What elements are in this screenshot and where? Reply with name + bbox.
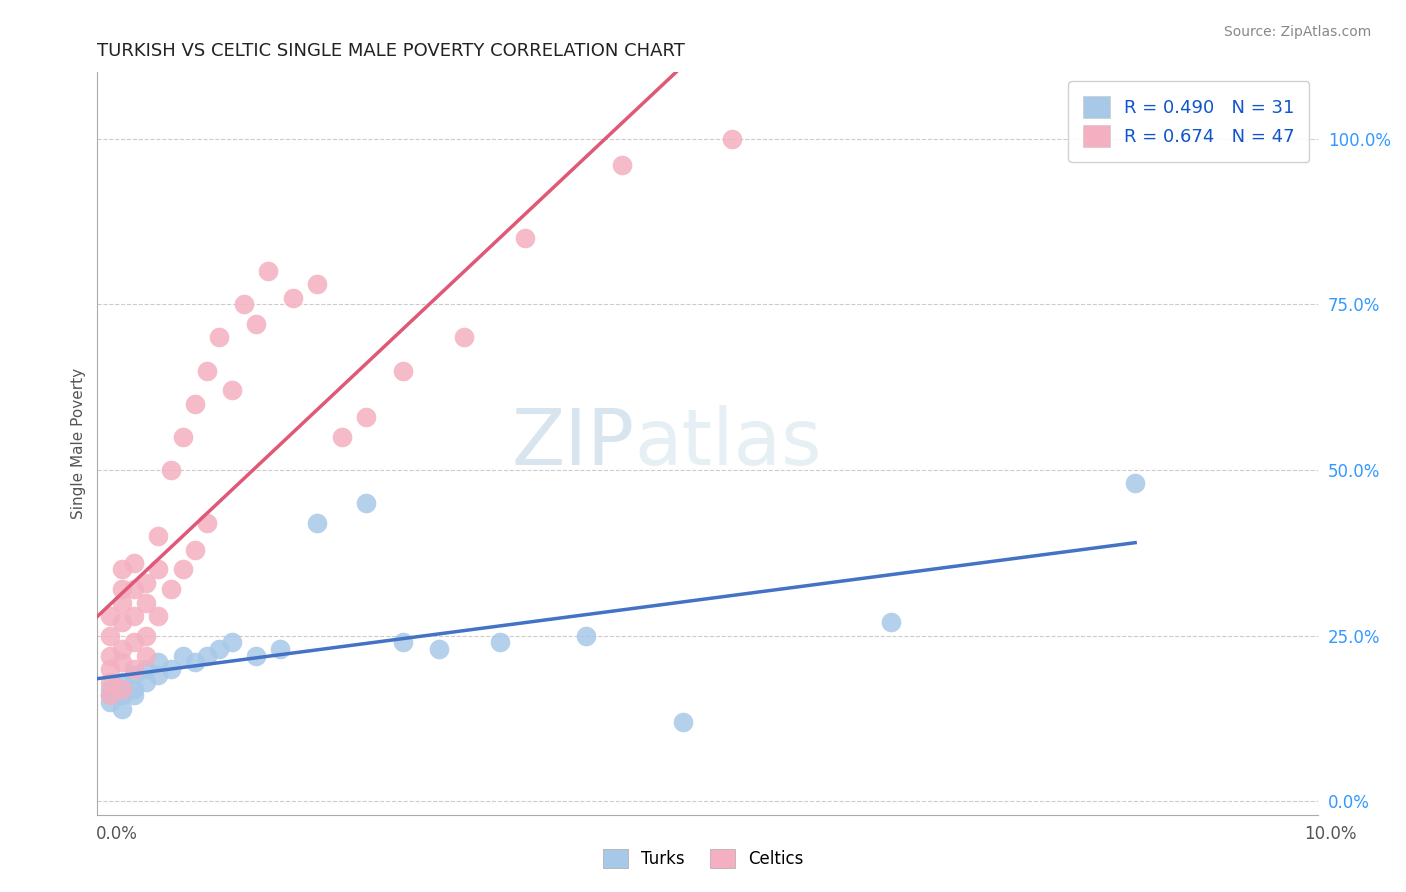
Point: [122, 668, 145, 682]
Point: [148, 562, 170, 576]
Point: [122, 688, 145, 702]
Point: [391, 635, 413, 649]
Point: [330, 430, 353, 444]
Point: [98, 688, 121, 702]
Point: [98, 681, 121, 696]
Point: [111, 675, 134, 690]
Point: [122, 582, 145, 597]
Point: [513, 231, 536, 245]
Point: [391, 363, 413, 377]
Text: 10.0%: 10.0%: [1305, 825, 1357, 843]
Y-axis label: Single Male Poverty: Single Male Poverty: [72, 368, 86, 519]
Point: [111, 681, 134, 696]
Point: [172, 430, 194, 444]
Point: [672, 714, 695, 729]
Point: [354, 409, 377, 424]
Point: [135, 675, 157, 690]
Text: 0.0%: 0.0%: [96, 825, 138, 843]
Point: [257, 264, 280, 278]
Point: [111, 615, 134, 630]
Point: [122, 608, 145, 623]
Text: ZIP: ZIP: [512, 406, 634, 482]
Point: [232, 297, 254, 311]
Point: [427, 641, 450, 656]
Point: [245, 648, 267, 663]
Point: [721, 131, 744, 145]
Text: Source: ZipAtlas.com: Source: ZipAtlas.com: [1223, 25, 1371, 39]
Point: [111, 655, 134, 669]
Text: atlas: atlas: [634, 406, 823, 482]
Point: [221, 635, 243, 649]
Point: [269, 641, 291, 656]
Point: [135, 575, 157, 590]
Point: [159, 582, 181, 597]
Point: [880, 615, 903, 630]
Point: [111, 595, 134, 609]
Point: [489, 635, 512, 649]
Point: [135, 595, 157, 609]
Point: [98, 608, 121, 623]
Point: [111, 641, 134, 656]
Point: [98, 629, 121, 643]
Point: [245, 317, 267, 331]
Point: [307, 277, 329, 292]
Point: [354, 496, 377, 510]
Point: [208, 641, 231, 656]
Point: [281, 291, 304, 305]
Point: [148, 529, 170, 543]
Point: [135, 648, 157, 663]
Point: [98, 675, 121, 690]
Point: [1123, 476, 1146, 491]
Point: [111, 681, 134, 696]
Point: [184, 655, 207, 669]
Point: [575, 629, 598, 643]
Point: [111, 688, 134, 702]
Point: [148, 668, 170, 682]
Legend: Turks, Celtics: Turks, Celtics: [596, 843, 810, 875]
Point: [159, 463, 181, 477]
Point: [195, 648, 218, 663]
Point: [122, 556, 145, 570]
Point: [195, 363, 218, 377]
Point: [122, 681, 145, 696]
Point: [195, 516, 218, 530]
Point: [135, 662, 157, 676]
Point: [122, 662, 145, 676]
Point: [148, 608, 170, 623]
Text: TURKISH VS CELTIC SINGLE MALE POVERTY CORRELATION CHART: TURKISH VS CELTIC SINGLE MALE POVERTY CO…: [97, 42, 685, 60]
Point: [184, 542, 207, 557]
Point: [98, 695, 121, 709]
Legend: R = 0.490   N = 31, R = 0.674   N = 47: R = 0.490 N = 31, R = 0.674 N = 47: [1069, 81, 1309, 161]
Point: [111, 562, 134, 576]
Point: [172, 562, 194, 576]
Point: [221, 384, 243, 398]
Point: [98, 648, 121, 663]
Point: [159, 662, 181, 676]
Point: [208, 330, 231, 344]
Point: [453, 330, 475, 344]
Point: [307, 516, 329, 530]
Point: [172, 648, 194, 663]
Point: [98, 662, 121, 676]
Point: [148, 655, 170, 669]
Point: [111, 701, 134, 715]
Point: [184, 397, 207, 411]
Point: [135, 629, 157, 643]
Point: [612, 158, 634, 172]
Point: [111, 582, 134, 597]
Point: [98, 688, 121, 702]
Point: [122, 635, 145, 649]
